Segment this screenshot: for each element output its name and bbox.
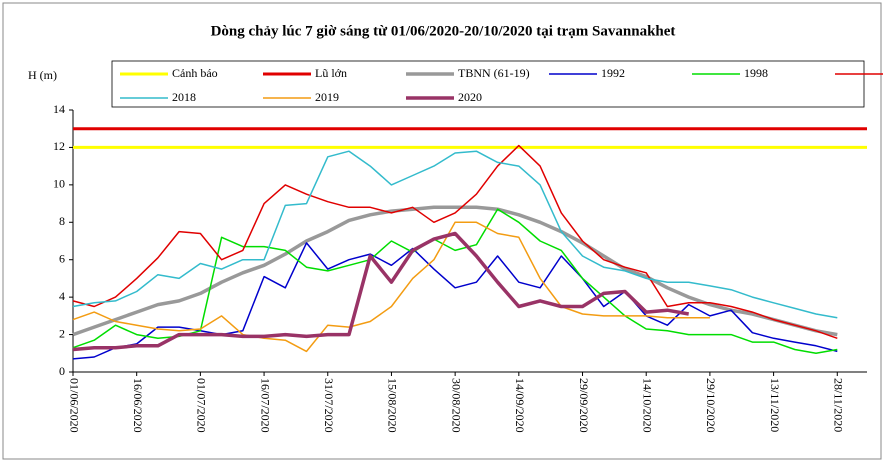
x-tick-label: 28/11/2020: [832, 378, 846, 432]
x-tick-label: 29/09/2020: [577, 378, 591, 433]
legend-label: 1992: [601, 66, 625, 80]
legend-label: 2020: [458, 90, 482, 104]
y-tick-label: 14: [53, 102, 65, 116]
x-tick-label: 13/11/2020: [768, 378, 782, 432]
y-tick-label: 0: [59, 364, 65, 378]
x-tick-label: 14/09/2020: [513, 378, 527, 433]
series-line: [72, 150, 838, 319]
x-tick-label: 01/07/2020: [195, 378, 209, 433]
y-tick-label: 4: [59, 289, 65, 303]
y-tick-label: 6: [59, 251, 65, 265]
y-axis-label: H (m): [28, 68, 57, 82]
x-tick-label: 16/06/2020: [131, 378, 145, 433]
y-tick-label: 8: [59, 214, 65, 228]
x-tick-label: 16/07/2020: [258, 378, 272, 433]
y-tick-label: 12: [53, 139, 65, 153]
x-tick-label: 30/08/2020: [449, 378, 463, 433]
chart-title: Dòng chảy lúc 7 giờ sáng từ 01/06/2020-2…: [211, 23, 676, 39]
x-tick-label: 29/10/2020: [704, 378, 718, 433]
series-line: [72, 205, 838, 337]
series-line: [72, 231, 690, 352]
legend-label: 2018: [172, 90, 196, 104]
legend-label: Cảnh báo: [172, 66, 218, 80]
legend-label: 2019: [315, 90, 339, 104]
legend-label: Lũ lớn: [315, 66, 347, 80]
series-line: [72, 221, 710, 353]
y-tick-label: 10: [53, 177, 65, 191]
legend-label: TBNN (61-19): [458, 66, 530, 80]
legend: [111, 60, 865, 108]
x-tick-label: 14/10/2020: [640, 378, 654, 433]
y-tick-label: 2: [59, 326, 65, 340]
legend-label: 1998: [744, 66, 768, 80]
x-tick-label: 31/07/2020: [322, 378, 336, 433]
series-line: [72, 144, 838, 340]
x-tick-label: 01/06/2020: [67, 378, 81, 433]
series-line: [72, 208, 838, 355]
x-tick-label: 15/08/2020: [386, 378, 400, 433]
